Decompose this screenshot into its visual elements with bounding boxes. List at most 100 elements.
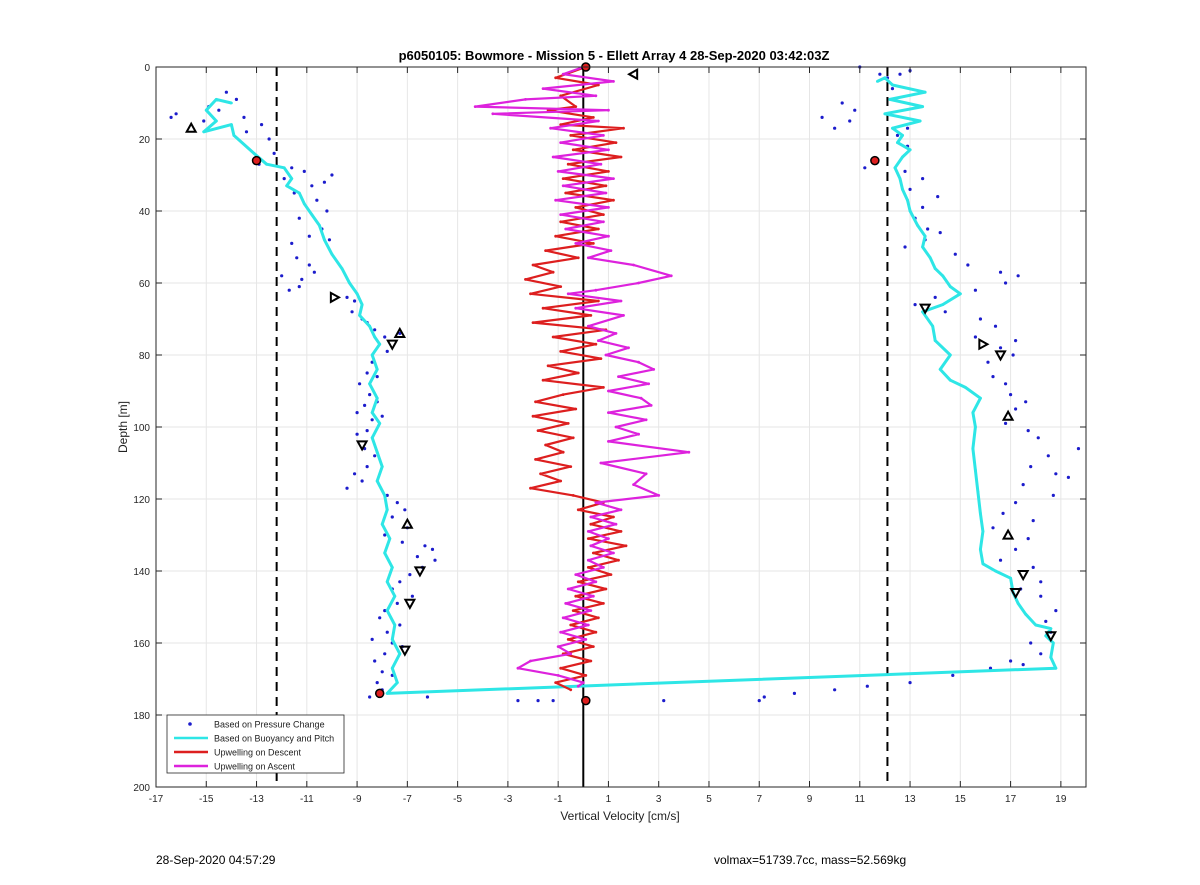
data-point <box>998 270 1003 274</box>
data-point <box>948 353 952 357</box>
data-point <box>1034 623 1038 627</box>
data-point <box>574 206 578 209</box>
data-point <box>524 98 527 101</box>
data-point <box>491 112 495 116</box>
legend-box <box>166 714 345 774</box>
data-point <box>619 508 623 512</box>
data-point <box>536 699 540 703</box>
data-point <box>390 515 394 519</box>
y-tick-label-6: 120 <box>133 495 150 506</box>
data-point <box>591 242 595 245</box>
y-tick-label-9: 180 <box>133 711 150 722</box>
data-point <box>556 170 560 173</box>
data-point <box>174 112 178 116</box>
data-point <box>559 350 563 353</box>
marker-triangle-down <box>386 339 399 351</box>
data-point <box>297 216 301 220</box>
x-tick-label-7: -3 <box>503 794 512 805</box>
data-point <box>544 249 547 253</box>
x-tick-label-1: -15 <box>199 794 214 805</box>
data-point <box>607 537 610 540</box>
data-point <box>607 108 610 112</box>
data-point <box>310 184 314 188</box>
data-point <box>363 403 367 407</box>
data-point <box>901 134 904 137</box>
data-point <box>561 393 565 396</box>
data-point <box>632 483 635 486</box>
data-point <box>242 115 246 119</box>
data-point <box>1024 400 1028 404</box>
data-point <box>393 623 397 627</box>
series-based-on-buoyancy-and-pitch <box>202 76 1058 695</box>
data-point <box>792 691 797 696</box>
data-point <box>991 526 995 530</box>
data-point <box>757 699 761 703</box>
data-point <box>425 695 430 699</box>
data-point <box>368 393 372 397</box>
data-point <box>908 209 912 213</box>
data-point <box>614 425 618 429</box>
data-point <box>551 155 555 159</box>
chart-title: p6050105: Bowmore - Mission 5 - Ellett A… <box>399 48 830 63</box>
marker-triangle-up <box>184 121 198 133</box>
data-point <box>1014 501 1018 505</box>
data-point <box>589 314 593 317</box>
data-point <box>566 422 570 425</box>
data-point <box>953 252 957 256</box>
data-point <box>938 368 942 371</box>
y-tick-label-8: 160 <box>133 639 150 650</box>
data-point <box>385 508 389 512</box>
data-point <box>370 637 374 642</box>
data-point <box>1011 353 1015 357</box>
data-point <box>566 162 570 166</box>
data-point <box>1039 652 1043 656</box>
data-point <box>554 198 558 202</box>
data-point <box>378 342 382 346</box>
data-point <box>1054 472 1058 476</box>
data-point <box>586 530 590 533</box>
data-point <box>390 638 394 641</box>
data-point <box>395 601 399 606</box>
data-point <box>559 479 563 483</box>
data-point <box>921 245 925 249</box>
series-line-upwelling-on-ascent <box>474 65 690 688</box>
data-point <box>516 699 520 703</box>
data-point <box>415 555 420 559</box>
data-point <box>652 368 656 371</box>
data-point <box>576 684 580 688</box>
data-point <box>400 540 404 544</box>
data-point <box>551 335 555 339</box>
data-point <box>1054 609 1058 613</box>
data-point <box>352 472 357 476</box>
data-point <box>591 645 595 648</box>
data-point <box>375 375 379 379</box>
marker-triangle-down <box>1009 588 1022 600</box>
data-point <box>963 386 967 389</box>
data-point <box>564 191 568 195</box>
data-point <box>554 681 558 684</box>
data-point <box>602 213 605 217</box>
data-point <box>531 414 535 418</box>
data-point <box>375 450 379 454</box>
data-point <box>1076 447 1081 451</box>
data-point <box>604 587 608 591</box>
x-tick-label-13: 9 <box>807 794 813 805</box>
data-point <box>282 177 286 181</box>
data-point <box>612 551 615 555</box>
data-point <box>958 292 962 296</box>
data-point <box>627 346 630 350</box>
data-point <box>883 112 887 116</box>
data-point <box>571 148 575 152</box>
data-point <box>596 299 600 303</box>
data-point <box>561 184 565 188</box>
data-point <box>1029 641 1033 645</box>
data-point <box>1016 274 1020 278</box>
data-point <box>589 522 593 526</box>
y-tick-label-7: 140 <box>133 567 150 578</box>
data-point <box>1029 465 1033 469</box>
data-point <box>976 490 980 494</box>
data-point <box>1014 547 1018 552</box>
data-point <box>591 594 595 598</box>
data-point <box>951 673 955 678</box>
data-point <box>584 638 588 641</box>
